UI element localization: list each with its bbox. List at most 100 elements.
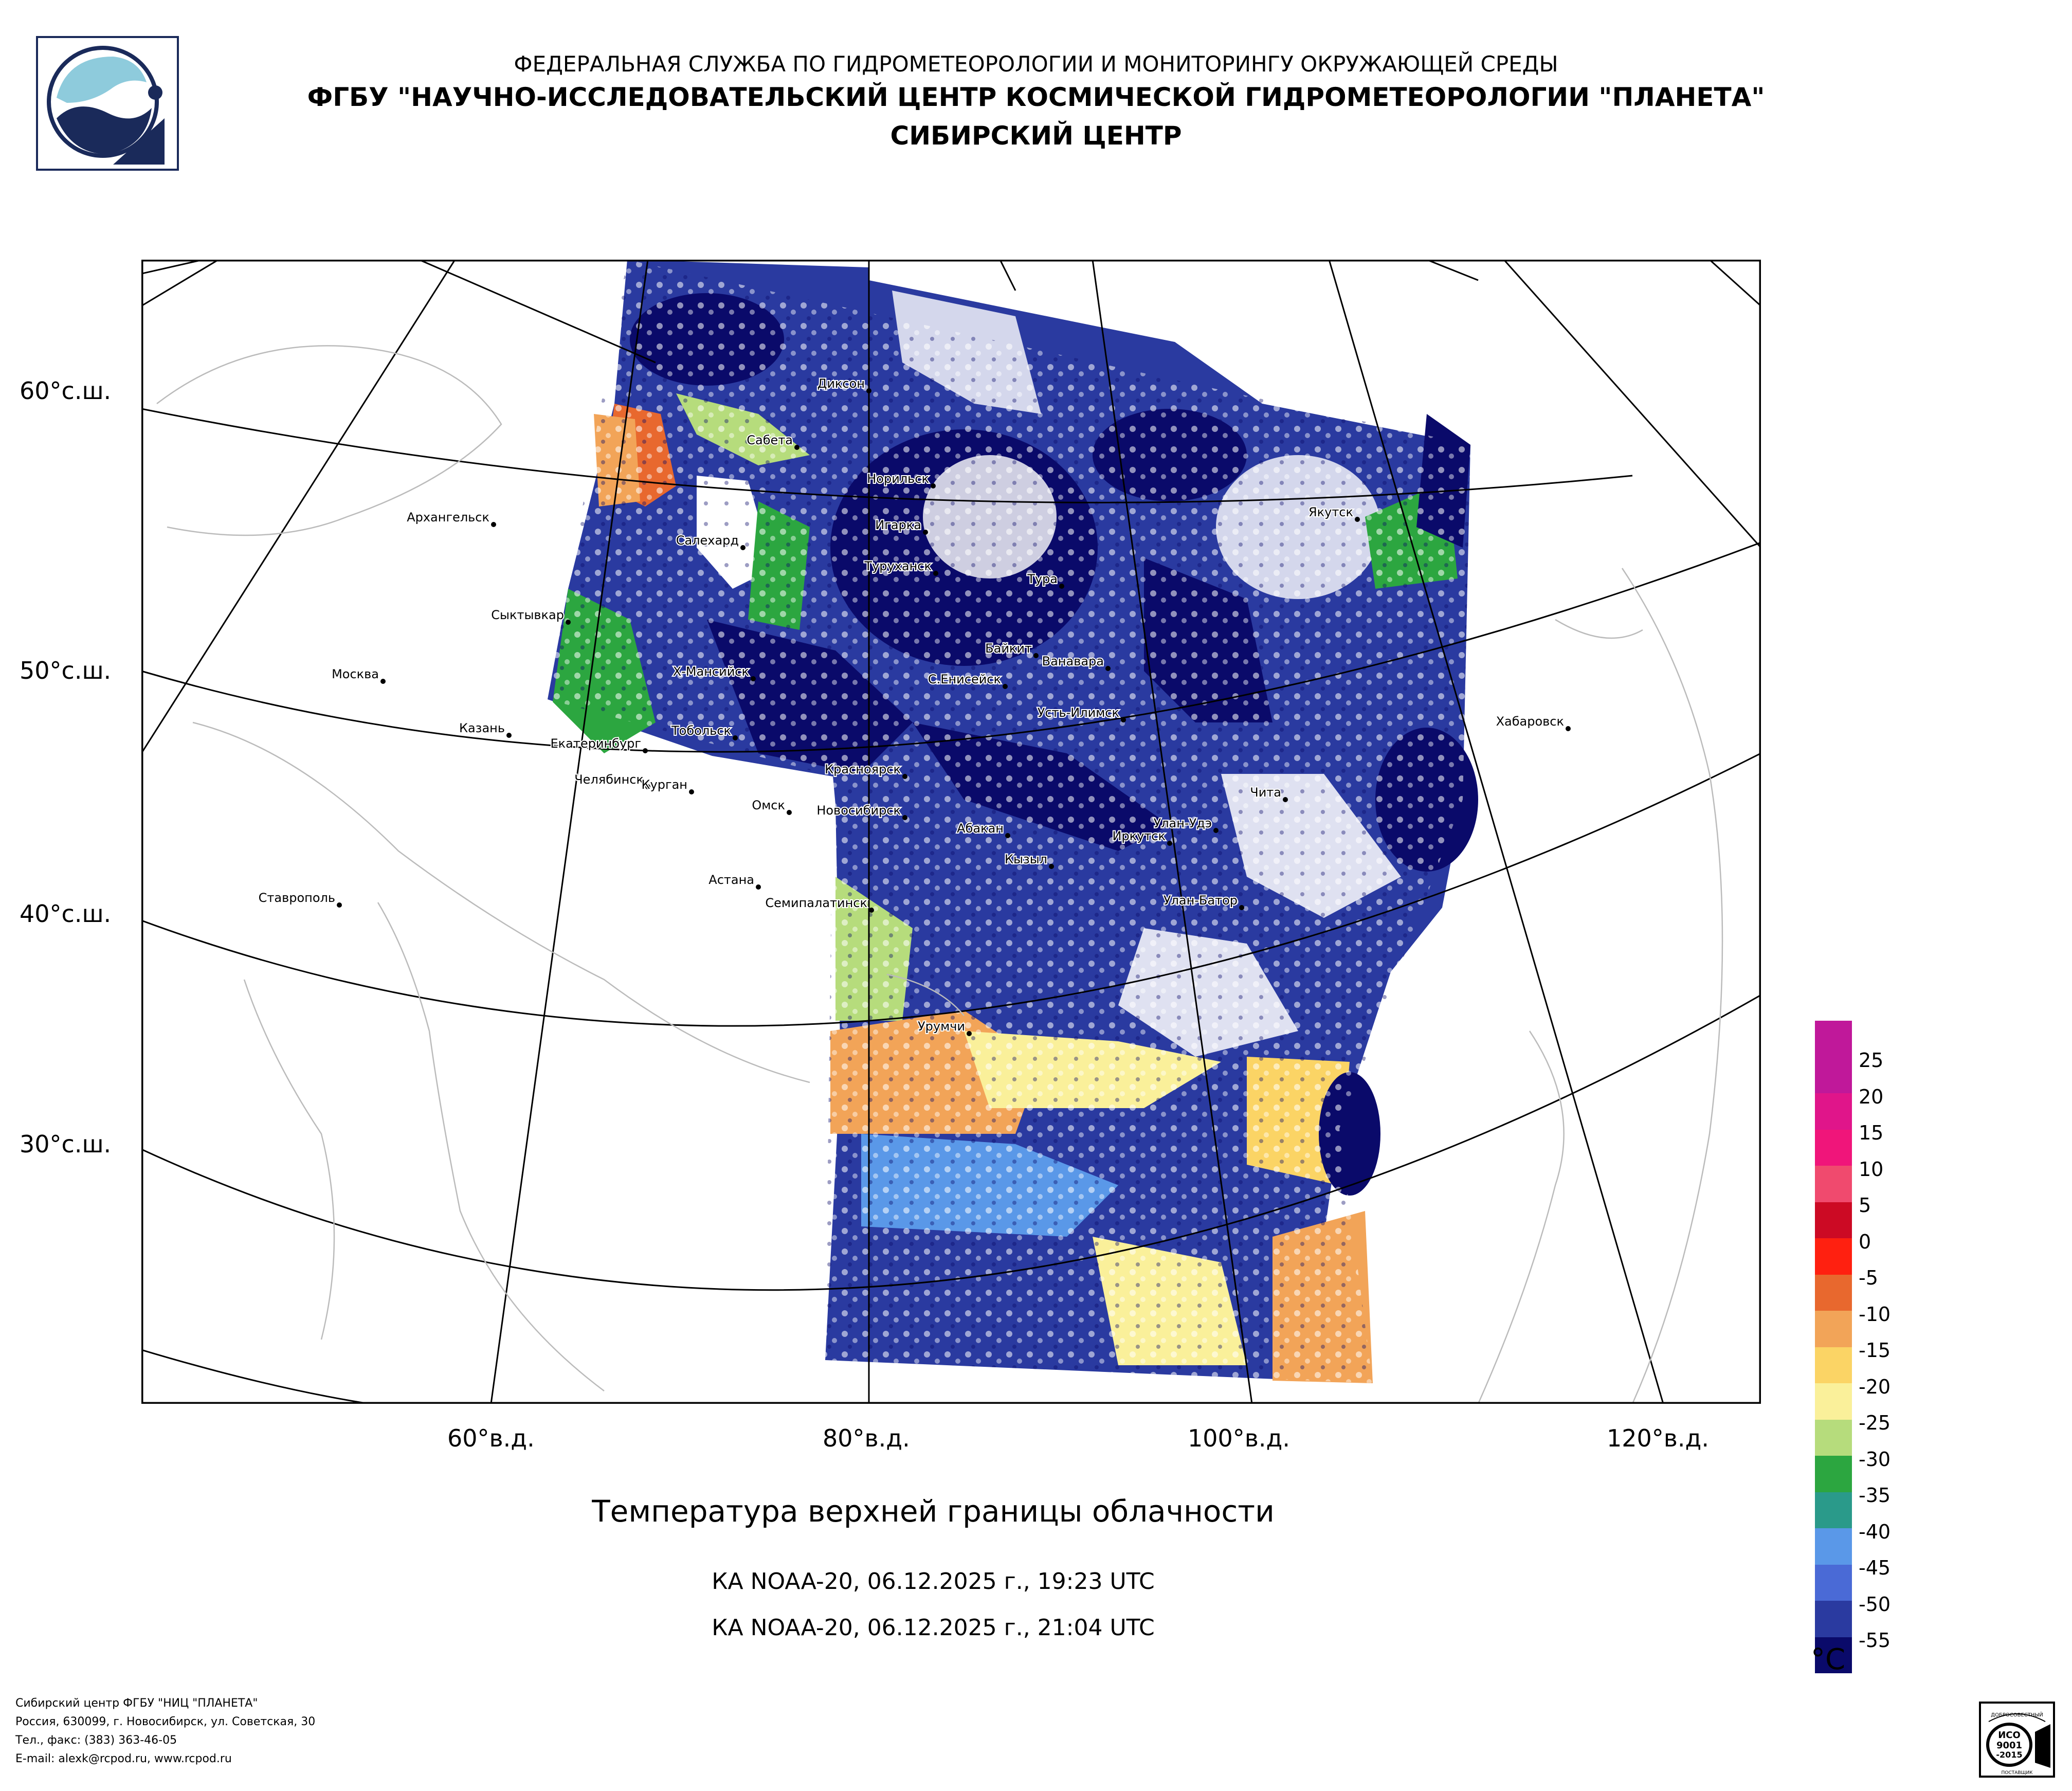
city-dot — [869, 908, 874, 913]
legend-tick: -45 — [1859, 1557, 1891, 1579]
city-dot — [1033, 653, 1039, 658]
legend-tick: -15 — [1859, 1339, 1891, 1362]
map-frame: Диксон Сабета Норильск Игарка Туруханск Салех… — [141, 260, 1761, 1404]
legend-swatch — [1815, 1202, 1852, 1238]
lat-label-60: 60°с.ш. — [20, 377, 112, 405]
city-dot — [1105, 666, 1111, 671]
city-label: Улан-Удэ — [1154, 816, 1212, 830]
legend-tick: 25 — [1859, 1049, 1884, 1072]
city-dot — [643, 748, 648, 753]
legend-tick: -10 — [1859, 1302, 1891, 1326]
cert-iso: ИСО — [1998, 1730, 2021, 1741]
city-dot — [645, 784, 650, 789]
city-dot — [967, 1031, 972, 1036]
legend-tick: -50 — [1859, 1593, 1891, 1616]
city-label: Абакан — [957, 821, 1004, 836]
city-label: Салехард — [676, 533, 739, 548]
city-dot — [1049, 864, 1054, 869]
lon-label-120: 120°в.д. — [1607, 1424, 1709, 1452]
city-dot — [566, 620, 571, 625]
cert-top-text: ДОБРОСОВЕСТНЫЙ — [1991, 1711, 2043, 1718]
city-label: Екатеринбург — [551, 736, 641, 751]
satellite-pass-2: КА NOAA-20, 06.12.2025 г., 21:04 UTC — [712, 1615, 1155, 1641]
legend-swatch — [1815, 1601, 1852, 1637]
legend-tick: 0 — [1859, 1230, 1871, 1253]
city-label: Казань — [459, 721, 505, 735]
footer-email: E-mail: alexk@rcpod.ru, www.rcpod.ru — [15, 1752, 232, 1765]
legend-tick: 20 — [1859, 1085, 1884, 1108]
legend-tick: -40 — [1859, 1520, 1891, 1543]
city-dot — [1003, 684, 1008, 689]
city-label: Норильск — [867, 472, 929, 486]
planeta-logo-icon — [36, 36, 179, 171]
city-dot — [1213, 828, 1219, 833]
footer-address: Россия, 630099, г. Новосибирск, ул. Сове… — [15, 1715, 316, 1728]
city-dot — [902, 774, 907, 779]
city-label: Архангельск — [407, 510, 489, 524]
cert-9001: 9001 — [1996, 1740, 2022, 1751]
legend-swatch — [1815, 1093, 1852, 1130]
city-dot — [1059, 584, 1064, 589]
city-dot — [923, 530, 928, 535]
city-label: Красноярск — [825, 762, 901, 776]
city-label: Туруханск — [864, 559, 932, 573]
legend-swatch — [1815, 1456, 1852, 1492]
legend-swatch — [1815, 1383, 1852, 1420]
legend-swatch — [1815, 1492, 1852, 1528]
lat-label-50: 50°с.ш. — [20, 657, 112, 684]
legend-tick: -30 — [1859, 1448, 1891, 1471]
legend-tick: 10 — [1859, 1157, 1884, 1181]
city-label: Усть-Илимск — [1038, 705, 1119, 720]
city-dot — [337, 902, 342, 908]
graticule — [141, 260, 1761, 1404]
city-dot — [380, 679, 386, 684]
city-label: Тура — [1027, 572, 1058, 586]
legend-tick: -20 — [1859, 1375, 1891, 1398]
map-title: Температура верхней границы облачности — [592, 1494, 1275, 1529]
city-dot — [1283, 797, 1288, 802]
header-institute: ФГБУ "НАУЧНО-ИССЛЕДОВАТЕЛЬСКИЙ ЦЕНТР КОС… — [307, 82, 1765, 112]
city-label: Х-Мансийск — [673, 664, 749, 679]
legend-swatch — [1815, 1311, 1852, 1347]
city-label: Якутск — [1308, 505, 1353, 519]
legend-swatch — [1815, 1637, 1852, 1673]
city-markers: Диксон Сабета Норильск Игарка Туруханск Салех… — [258, 375, 1571, 1036]
legend-tick: 5 — [1859, 1194, 1871, 1217]
legend-swatch — [1815, 1057, 1852, 1093]
city-dot — [1167, 841, 1172, 846]
city-dot — [902, 815, 907, 820]
legend-tick: -25 — [1859, 1412, 1891, 1434]
city-dot — [733, 735, 738, 740]
city-label: Челябинск — [574, 772, 644, 787]
city-label: Семипалатинск — [765, 896, 867, 910]
lon-label-80: 80°в.д. — [823, 1424, 910, 1452]
temperature-color-scale — [1815, 1021, 1852, 1673]
city-dot — [689, 789, 694, 794]
city-label: Кызыл — [1005, 852, 1047, 866]
city-label: Сабета — [747, 433, 793, 447]
lat-label-30: 30°с.ш. — [20, 1130, 112, 1158]
legend-swatch — [1815, 1564, 1852, 1601]
legend-swatch — [1815, 1021, 1852, 1057]
city-dot — [1355, 517, 1360, 522]
city-dot — [931, 483, 936, 489]
legend-swatch — [1815, 1347, 1852, 1383]
city-label: Чита — [1250, 785, 1281, 800]
city-label: С.Енисейск — [928, 672, 1001, 686]
lat-label-40: 40°с.ш. — [20, 900, 112, 928]
legend-swatch — [1815, 1166, 1852, 1202]
city-dot — [1121, 717, 1126, 722]
legend-tick: -5 — [1859, 1267, 1878, 1289]
city-label: Урумчи — [918, 1019, 965, 1034]
city-label: Москва — [332, 667, 379, 681]
city-dot — [756, 884, 761, 890]
city-label: Курган — [642, 777, 687, 792]
legend-swatch — [1815, 1419, 1852, 1456]
city-label: Новосибирск — [816, 803, 901, 818]
city-label: Диксон — [817, 376, 865, 391]
lon-label-60: 60°в.д. — [447, 1424, 535, 1452]
city-dot — [933, 571, 938, 576]
header-agency: ФЕДЕРАЛЬНАЯ СЛУЖБА ПО ГИДРОМЕТЕОРОЛОГИИ … — [514, 51, 1558, 77]
city-dot — [787, 810, 792, 815]
cert-2015: -2015 — [1996, 1750, 2022, 1760]
